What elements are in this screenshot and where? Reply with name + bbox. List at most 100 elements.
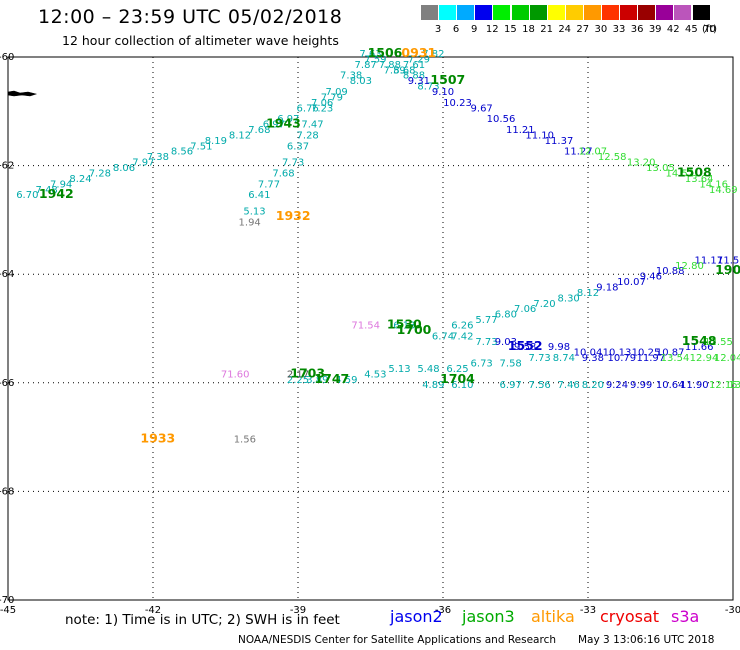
longitude-tick-label: -36 bbox=[435, 605, 451, 616]
legend-cryosat: cryosat bbox=[600, 607, 660, 626]
wave-height-value: 10.56 bbox=[487, 114, 516, 125]
wave-height-value: 11.17 bbox=[695, 255, 724, 266]
wave-height-value: 6.13 bbox=[393, 321, 415, 332]
wave-height-value: 7.82 bbox=[422, 49, 444, 60]
wave-height-value: 12.80 bbox=[675, 261, 704, 272]
wave-height-value: 9.99 bbox=[630, 380, 652, 391]
wave-height-value: 5.13 bbox=[243, 206, 265, 217]
wave-height-value: 9.24 bbox=[606, 380, 628, 391]
longitude-tick-label: -42 bbox=[145, 605, 161, 616]
wave-height-value: 7.68 bbox=[248, 125, 270, 136]
wave-height-value: 12.55 bbox=[704, 337, 733, 348]
pass-time-label: 1747 bbox=[314, 371, 349, 386]
wave-height-value: 7.68 bbox=[272, 168, 294, 179]
latitude-tick-label: -70 bbox=[0, 595, 14, 606]
color-swatch bbox=[511, 5, 529, 20]
wave-height-value: 7.87 bbox=[355, 60, 377, 71]
wave-height-value: 7.51 bbox=[190, 141, 212, 152]
wave-height-value: 7.47 bbox=[301, 120, 323, 131]
color-swatch bbox=[620, 5, 638, 20]
wave-height-value: 8.03 bbox=[350, 76, 372, 87]
pass-time-label: 1530 bbox=[387, 317, 422, 332]
legend-jason3: jason3 bbox=[462, 607, 515, 626]
latitude-tick-label: -68 bbox=[0, 486, 14, 497]
wave-height-value: 8.73 bbox=[417, 82, 439, 93]
color-scale-label: 42 bbox=[666, 24, 680, 35]
wave-height-value: 9.10 bbox=[432, 87, 454, 98]
wave-height-value: 7.28 bbox=[297, 130, 319, 141]
wave-height-value: 7.29 bbox=[408, 54, 430, 65]
wave-height-value: 6.37 bbox=[287, 141, 309, 152]
wave-height-value: 9.98 bbox=[548, 342, 570, 353]
wave-height-value: 4.59 bbox=[335, 375, 357, 386]
wave-height-value: 8.74 bbox=[553, 353, 575, 364]
footnote: note: 1) Time is in UTC; 2) SWH is in fe… bbox=[65, 612, 340, 628]
wave-height-value: 11.37 bbox=[545, 136, 574, 147]
wave-height-value: 6.73 bbox=[471, 359, 493, 370]
wave-height-value: 9.38 bbox=[582, 353, 604, 364]
color-scale-label: 36 bbox=[630, 24, 644, 35]
wave-height-value: 4.53 bbox=[364, 369, 386, 380]
wave-height-value: 3.89 bbox=[306, 375, 328, 386]
wave-height-value: 13.20 bbox=[627, 158, 656, 169]
wave-height-value: 11.5 bbox=[717, 255, 739, 266]
wave-height-value: 7.56 bbox=[529, 380, 551, 391]
pass-time-label: 1704 bbox=[440, 371, 475, 386]
wave-height-value: 7.63 bbox=[359, 49, 381, 60]
color-scale-label: 45 bbox=[685, 24, 698, 35]
color-swatch bbox=[529, 5, 547, 20]
color-scale-label: 33 bbox=[612, 24, 626, 35]
wave-height-value: 8.56 bbox=[171, 147, 193, 158]
color-swatch bbox=[547, 5, 565, 20]
coastline bbox=[7, 90, 38, 97]
pass-time-label: 1548 bbox=[682, 333, 717, 348]
pass-time-label: 1943 bbox=[266, 116, 301, 131]
wave-height-value: 10.25 bbox=[632, 348, 661, 359]
map-subtitle: 12 hour collection of altimeter wave hei… bbox=[62, 33, 339, 48]
color-swatch bbox=[439, 5, 457, 20]
wave-height-value: 7.46 bbox=[558, 380, 580, 391]
pass-time-label: 1508 bbox=[677, 164, 712, 179]
wave-height-value: 14.69 bbox=[709, 185, 738, 196]
wave-height-value: 8.12 bbox=[577, 288, 599, 299]
pass-time-label: 1552 bbox=[508, 338, 543, 353]
wave-height-value: 10.79 bbox=[608, 353, 637, 364]
color-swatch bbox=[656, 5, 674, 20]
wave-height-value: 7.73 bbox=[529, 353, 551, 364]
wave-height-value: 10.07 bbox=[617, 277, 646, 288]
wave-height-value: 7.38 bbox=[147, 152, 169, 163]
wave-height-value: 9.18 bbox=[596, 282, 618, 293]
color-swatch bbox=[602, 5, 619, 20]
wave-height-value: 9.31 bbox=[408, 76, 430, 87]
color-scale-label: 70 bbox=[703, 24, 716, 35]
wave-height-value: 7.48 bbox=[36, 185, 58, 196]
color-swatch bbox=[421, 5, 438, 20]
wave-height-value: 11.66 bbox=[685, 342, 714, 353]
longitude-tick-label: -39 bbox=[290, 605, 306, 616]
legend-altika: altika bbox=[531, 607, 575, 626]
pass-time-label: 1507 bbox=[430, 72, 465, 87]
wave-height-value: 6.80 bbox=[495, 310, 517, 321]
color-swatch bbox=[565, 5, 583, 20]
wave-height-value: 6.74 bbox=[432, 331, 454, 342]
color-swatch bbox=[493, 5, 511, 20]
wave-height-value: 7.23 bbox=[311, 103, 333, 114]
color-scale-label: 30 bbox=[594, 24, 608, 35]
pass-time-label: 1933 bbox=[140, 431, 175, 446]
wave-height-value: 1.56 bbox=[234, 435, 256, 446]
wave-height-value: 7.59 bbox=[364, 54, 386, 65]
color-scale-label: 27 bbox=[576, 24, 590, 35]
wave-height-value: 7.28 bbox=[89, 168, 111, 179]
wave-height-value: 11.21 bbox=[506, 125, 535, 136]
color-swatch bbox=[475, 5, 493, 20]
wave-height-value: 6.41 bbox=[248, 190, 270, 201]
wave-height-value: 12.04 bbox=[714, 353, 740, 364]
wave-height-value: 12.07 bbox=[579, 147, 608, 158]
longitude-tick-label: -30 bbox=[725, 605, 740, 616]
latitude-tick-label: -64 bbox=[0, 269, 14, 280]
wave-height-value: 5.48 bbox=[417, 364, 439, 375]
wave-height-value: 10.23 bbox=[443, 98, 472, 109]
legend-jason2: jason2 bbox=[390, 607, 443, 626]
wave-height-value: 6.76 bbox=[297, 103, 319, 114]
